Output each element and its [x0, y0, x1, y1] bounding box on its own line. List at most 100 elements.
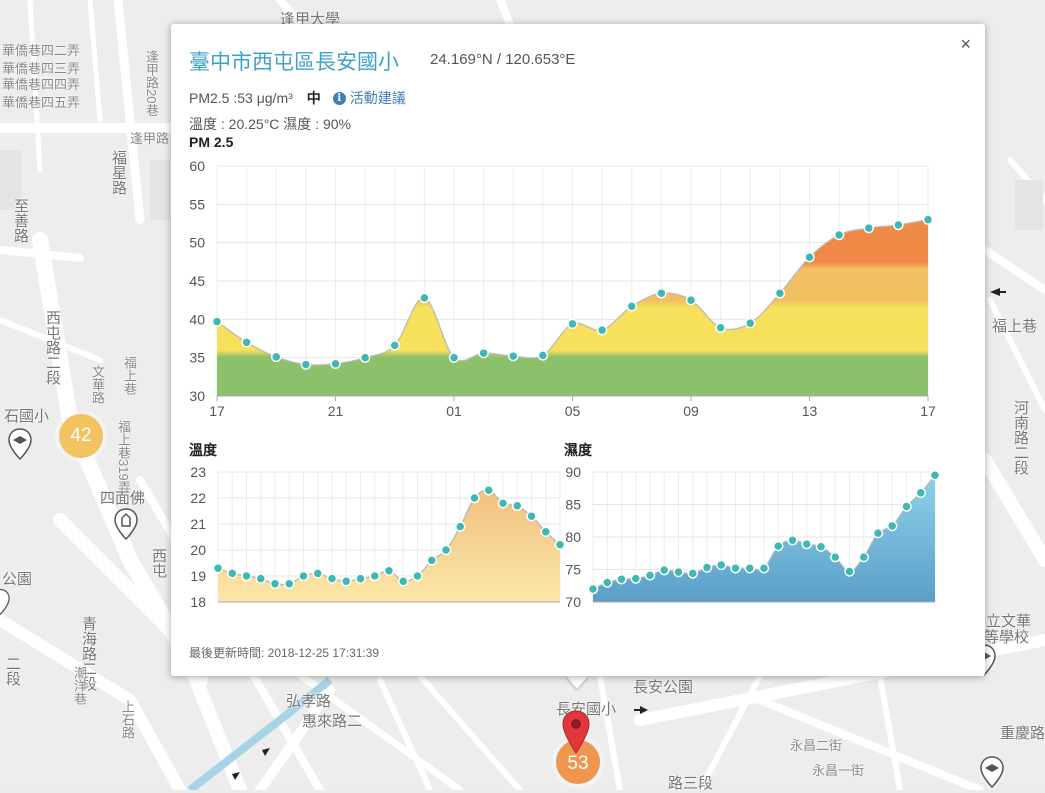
data-point [326, 573, 338, 584]
data-point [774, 288, 786, 299]
data-point [508, 350, 519, 362]
map-street-label: 路三段 [668, 775, 714, 792]
data-point [687, 568, 698, 579]
data-point [269, 578, 281, 590]
data-point [567, 318, 578, 330]
map-street-label: 立文華 [986, 613, 1032, 630]
y-tick-label: 45 [189, 273, 205, 289]
y-tick-label: 55 [189, 196, 205, 212]
y-tick-label: 40 [189, 311, 205, 327]
data-point [537, 350, 549, 361]
x-tick-label: 17 [209, 403, 225, 419]
data-point [255, 573, 266, 584]
pm25-chart-title: PM 2.5 [189, 134, 234, 150]
y-tick-label: 20 [190, 542, 206, 558]
school-pin-icon[interactable] [8, 428, 32, 460]
y-tick-label: 90 [565, 464, 581, 480]
data-point [271, 351, 282, 363]
aqi-cluster-marker[interactable]: 42 [59, 414, 103, 458]
data-point [715, 322, 726, 334]
data-point [389, 340, 400, 351]
data-point [929, 470, 941, 481]
data-point [922, 214, 934, 225]
data-point [915, 487, 926, 499]
school-pin-icon-left-edge[interactable] [0, 586, 10, 618]
data-point [830, 551, 841, 563]
data-point [300, 359, 312, 370]
data-point [893, 219, 904, 231]
data-point [497, 497, 509, 509]
data-point [630, 573, 641, 584]
x-tick-label: 17 [920, 403, 936, 419]
map-street-label: 永昌二街 [790, 738, 843, 753]
data-point [787, 535, 798, 546]
data-point [398, 575, 409, 587]
data-point [526, 510, 537, 522]
data-point [540, 526, 551, 538]
data-point [701, 562, 713, 573]
y-tick-label: 70 [565, 594, 581, 610]
data-point [815, 541, 827, 552]
x-tick-label: 13 [802, 403, 818, 419]
data-point [227, 568, 238, 579]
info-icon[interactable]: i [332, 91, 346, 105]
station-title: 臺中市西屯區長安國小 [189, 51, 399, 74]
y-tick-label: 18 [190, 594, 206, 610]
data-point [833, 229, 845, 241]
map-street-label: 四面佛 [100, 490, 146, 507]
chart-area-fill [217, 219, 928, 396]
map-street-label: 石國小 [4, 408, 50, 425]
x-tick-label: 21 [328, 403, 344, 419]
data-point [602, 577, 613, 588]
map-street-label: 等學校 [984, 629, 1030, 646]
data-point [330, 358, 341, 370]
map-street-label: 華僑巷四三弄 [2, 61, 81, 76]
data-point [341, 575, 352, 587]
chart-area-fill [218, 490, 560, 602]
data-point [512, 500, 523, 512]
cluster-value: 42 [70, 425, 92, 446]
pm25-chart[interactable]: 30 35 40 45 50 55 60 17 21 01 05 09 13 17 [171, 154, 985, 424]
temple-pin-icon[interactable] [114, 508, 138, 540]
map-street-label: 潮洋巷 [72, 666, 87, 705]
data-point [587, 583, 599, 595]
data-point [359, 352, 371, 363]
map-street-label: 永昌一街 [812, 763, 865, 778]
map-street-label: 文華路 [90, 365, 105, 404]
map-street-label: 長安公園 [633, 679, 694, 696]
data-point [872, 527, 884, 539]
pm25-summary: PM2.5 :53 μg/m³ 中 i 活動建議 [189, 88, 406, 108]
data-point [554, 539, 566, 551]
data-point [758, 562, 770, 574]
data-point [656, 288, 667, 299]
school-pin-icon-bottom-right[interactable] [980, 756, 1004, 788]
data-point [616, 574, 627, 585]
map-street-label: 弘孝路 [286, 693, 332, 710]
humidity-chart[interactable]: 70 75 80 85 90 [561, 460, 985, 610]
y-tick-label: 80 [565, 529, 581, 545]
map-street-label: 二段 [4, 656, 21, 686]
y-tick-label: 35 [189, 350, 205, 366]
map-street-label: 逢甲大學 [280, 11, 341, 28]
data-point [804, 251, 815, 263]
map-street-label: 惠來路二 [302, 713, 363, 730]
y-tick-label: 85 [565, 497, 581, 513]
map-street-label: 福上巷 [992, 318, 1038, 335]
map-street-label: 華僑巷四五弄 [2, 95, 81, 110]
temperature-chart[interactable]: 18 19 20 21 22 23 [171, 460, 571, 610]
map-street-label: 上石路 [120, 700, 135, 739]
station-coordinates: 24.169°N / 120.653°E [430, 51, 576, 68]
map-street-label: 逢甲路20巷 [144, 50, 159, 117]
location-pin-icon[interactable] [561, 710, 591, 754]
close-icon[interactable]: × [960, 34, 971, 54]
data-point [312, 568, 323, 579]
data-point [448, 352, 460, 363]
data-point [469, 492, 480, 504]
data-point [863, 222, 874, 234]
oneway-arrows [232, 288, 1006, 780]
activity-advice-link[interactable]: 活動建議 [349, 90, 406, 106]
data-point [412, 570, 423, 582]
data-point [483, 484, 494, 496]
data-point [773, 540, 784, 552]
waterway [187, 676, 333, 790]
